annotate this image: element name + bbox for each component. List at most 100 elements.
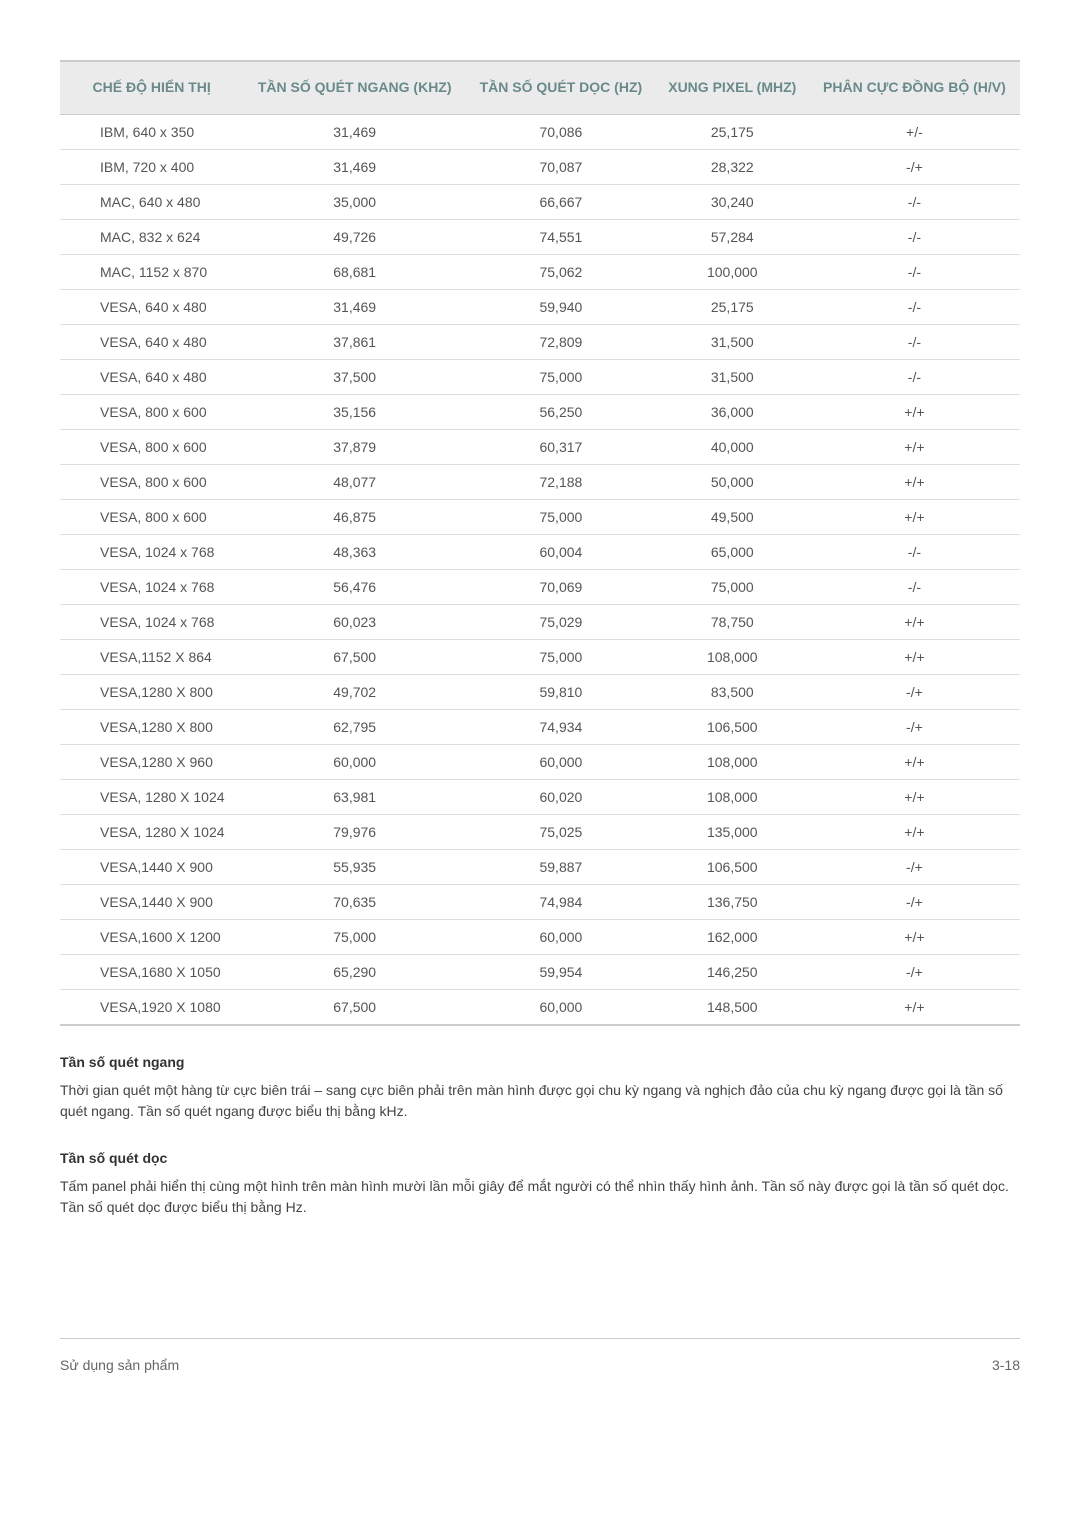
table-cell: VESA, 800 x 600 xyxy=(60,394,243,429)
table-row: VESA,1600 X 120075,00060,000162,000+/+ xyxy=(60,919,1020,954)
table-cell: 65,000 xyxy=(656,534,809,569)
table-cell: +/+ xyxy=(809,394,1020,429)
table-row: VESA,1440 X 90055,93559,887106,500-/+ xyxy=(60,849,1020,884)
table-cell: -/- xyxy=(809,289,1020,324)
table-cell: 63,981 xyxy=(243,779,466,814)
table-cell: 31,500 xyxy=(656,359,809,394)
table-row: VESA, 1024 x 76848,36360,00465,000-/- xyxy=(60,534,1020,569)
table-cell: VESA, 1280 X 1024 xyxy=(60,779,243,814)
table-cell: IBM, 640 x 350 xyxy=(60,114,243,149)
table-cell: 28,322 xyxy=(656,149,809,184)
table-cell: 74,934 xyxy=(466,709,656,744)
table-cell: 78,750 xyxy=(656,604,809,639)
table-cell: IBM, 720 x 400 xyxy=(60,149,243,184)
table-cell: 40,000 xyxy=(656,429,809,464)
table-cell: 100,000 xyxy=(656,254,809,289)
table-cell: VESA,1280 X 800 xyxy=(60,674,243,709)
table-cell: 37,500 xyxy=(243,359,466,394)
table-cell: 57,284 xyxy=(656,219,809,254)
table-cell: 75,000 xyxy=(466,639,656,674)
table-cell: 59,887 xyxy=(466,849,656,884)
table-row: VESA, 1280 X 102463,98160,020108,000+/+ xyxy=(60,779,1020,814)
table-cell: VESA,1440 X 900 xyxy=(60,884,243,919)
table-row: VESA,1280 X 80049,70259,81083,500-/+ xyxy=(60,674,1020,709)
table-cell: 49,500 xyxy=(656,499,809,534)
table-cell: 146,250 xyxy=(656,954,809,989)
footer-right: 3-18 xyxy=(992,1357,1020,1373)
table-row: VESA, 1280 X 102479,97675,025135,000+/+ xyxy=(60,814,1020,849)
table-cell: 68,681 xyxy=(243,254,466,289)
table-cell: 31,500 xyxy=(656,324,809,359)
table-row: MAC, 640 x 48035,00066,66730,240-/- xyxy=(60,184,1020,219)
table-cell: VESA, 640 x 480 xyxy=(60,359,243,394)
table-cell: 59,954 xyxy=(466,954,656,989)
table-cell: -/- xyxy=(809,219,1020,254)
table-cell: 135,000 xyxy=(656,814,809,849)
table-cell: VESA, 1024 x 768 xyxy=(60,604,243,639)
table-cell: 75,025 xyxy=(466,814,656,849)
table-cell: 31,469 xyxy=(243,149,466,184)
table-cell: 108,000 xyxy=(656,639,809,674)
table-cell: 60,023 xyxy=(243,604,466,639)
table-cell: 75,000 xyxy=(656,569,809,604)
table-cell: 31,469 xyxy=(243,289,466,324)
table-cell: 75,000 xyxy=(466,359,656,394)
table-cell: VESA,1152 X 864 xyxy=(60,639,243,674)
table-cell: 35,156 xyxy=(243,394,466,429)
table-row: VESA,1920 X 108067,50060,000148,500+/+ xyxy=(60,989,1020,1025)
table-row: VESA, 640 x 48037,86172,80931,500-/- xyxy=(60,324,1020,359)
table-cell: MAC, 832 x 624 xyxy=(60,219,243,254)
table-cell: 56,250 xyxy=(466,394,656,429)
table-cell: -/- xyxy=(809,324,1020,359)
table-cell: 70,086 xyxy=(466,114,656,149)
table-cell: 36,000 xyxy=(656,394,809,429)
table-cell: 25,175 xyxy=(656,289,809,324)
table-cell: 59,940 xyxy=(466,289,656,324)
table-cell: 56,476 xyxy=(243,569,466,604)
table-cell: 48,077 xyxy=(243,464,466,499)
table-cell: 108,000 xyxy=(656,779,809,814)
table-cell: 67,500 xyxy=(243,639,466,674)
table-cell: 65,290 xyxy=(243,954,466,989)
page-footer: Sử dụng sản phẩm 3-18 xyxy=(60,1338,1020,1397)
table-cell: +/+ xyxy=(809,639,1020,674)
table-cell: -/- xyxy=(809,184,1020,219)
table-cell: VESA,1280 X 800 xyxy=(60,709,243,744)
table-cell: +/+ xyxy=(809,744,1020,779)
table-cell: -/+ xyxy=(809,709,1020,744)
table-row: VESA, 1024 x 76860,02375,02978,750+/+ xyxy=(60,604,1020,639)
table-cell: 60,000 xyxy=(466,989,656,1025)
table-cell: 106,500 xyxy=(656,849,809,884)
table-cell: 67,500 xyxy=(243,989,466,1025)
table-cell: 148,500 xyxy=(656,989,809,1025)
table-cell: VESA,1600 X 1200 xyxy=(60,919,243,954)
table-cell: +/+ xyxy=(809,989,1020,1025)
col-vert-freq: TẦN SỐ QUÉT DỌC (HZ) xyxy=(466,61,656,114)
table-cell: 74,984 xyxy=(466,884,656,919)
table-cell: 46,875 xyxy=(243,499,466,534)
table-cell: 25,175 xyxy=(656,114,809,149)
col-pixel-clock: XUNG PIXEL (MHZ) xyxy=(656,61,809,114)
table-cell: 50,000 xyxy=(656,464,809,499)
table-cell: 70,635 xyxy=(243,884,466,919)
table-row: MAC, 1152 x 87068,68175,062100,000-/- xyxy=(60,254,1020,289)
table-cell: 70,069 xyxy=(466,569,656,604)
table-cell: -/+ xyxy=(809,149,1020,184)
table-cell: +/+ xyxy=(809,429,1020,464)
table-cell: 31,469 xyxy=(243,114,466,149)
table-cell: +/+ xyxy=(809,779,1020,814)
table-cell: 162,000 xyxy=(656,919,809,954)
table-cell: VESA, 1280 X 1024 xyxy=(60,814,243,849)
footer-left: Sử dụng sản phẩm xyxy=(60,1357,179,1373)
col-display-mode: CHẾ ĐỘ HIỂN THỊ xyxy=(60,61,243,114)
table-cell: +/- xyxy=(809,114,1020,149)
table-cell: VESA, 1024 x 768 xyxy=(60,534,243,569)
table-cell: VESA, 640 x 480 xyxy=(60,324,243,359)
table-cell: MAC, 640 x 480 xyxy=(60,184,243,219)
table-cell: 72,809 xyxy=(466,324,656,359)
table-cell: 60,317 xyxy=(466,429,656,464)
table-cell: VESA, 800 x 600 xyxy=(60,464,243,499)
table-cell: VESA,1920 X 1080 xyxy=(60,989,243,1025)
table-row: VESA, 640 x 48031,46959,94025,175-/- xyxy=(60,289,1020,324)
table-cell: 106,500 xyxy=(656,709,809,744)
